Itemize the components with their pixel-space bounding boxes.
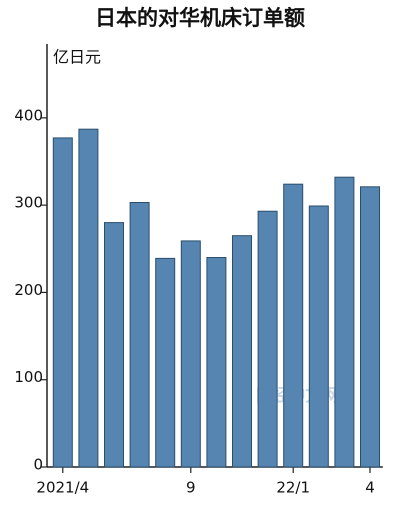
y-unit: 亿日元	[53, 48, 101, 67]
bar	[334, 176, 355, 468]
y-tick-label: 200	[14, 281, 43, 299]
x-tick-label: 9	[186, 479, 196, 497]
chart-title: 日本的对华机床订单额	[95, 6, 305, 30]
bar	[78, 128, 99, 468]
bar	[129, 202, 150, 468]
y-tick-label: 0	[33, 456, 43, 474]
bar	[283, 183, 304, 468]
bar	[308, 205, 329, 468]
bar	[232, 235, 252, 468]
y-tick-label: 400	[14, 106, 43, 124]
bar	[104, 222, 124, 468]
x-tick-label: 22/1	[276, 479, 310, 497]
x-tick-label: 2021/4	[36, 479, 89, 497]
x-tick-label: 4	[365, 479, 375, 497]
y-tick-label: 300	[14, 194, 43, 212]
y-tick-label: 100	[14, 368, 43, 386]
bar	[155, 257, 176, 468]
bar	[180, 240, 201, 468]
bar	[206, 257, 227, 468]
bar	[52, 137, 73, 468]
bar	[360, 186, 380, 468]
bar	[257, 210, 278, 468]
